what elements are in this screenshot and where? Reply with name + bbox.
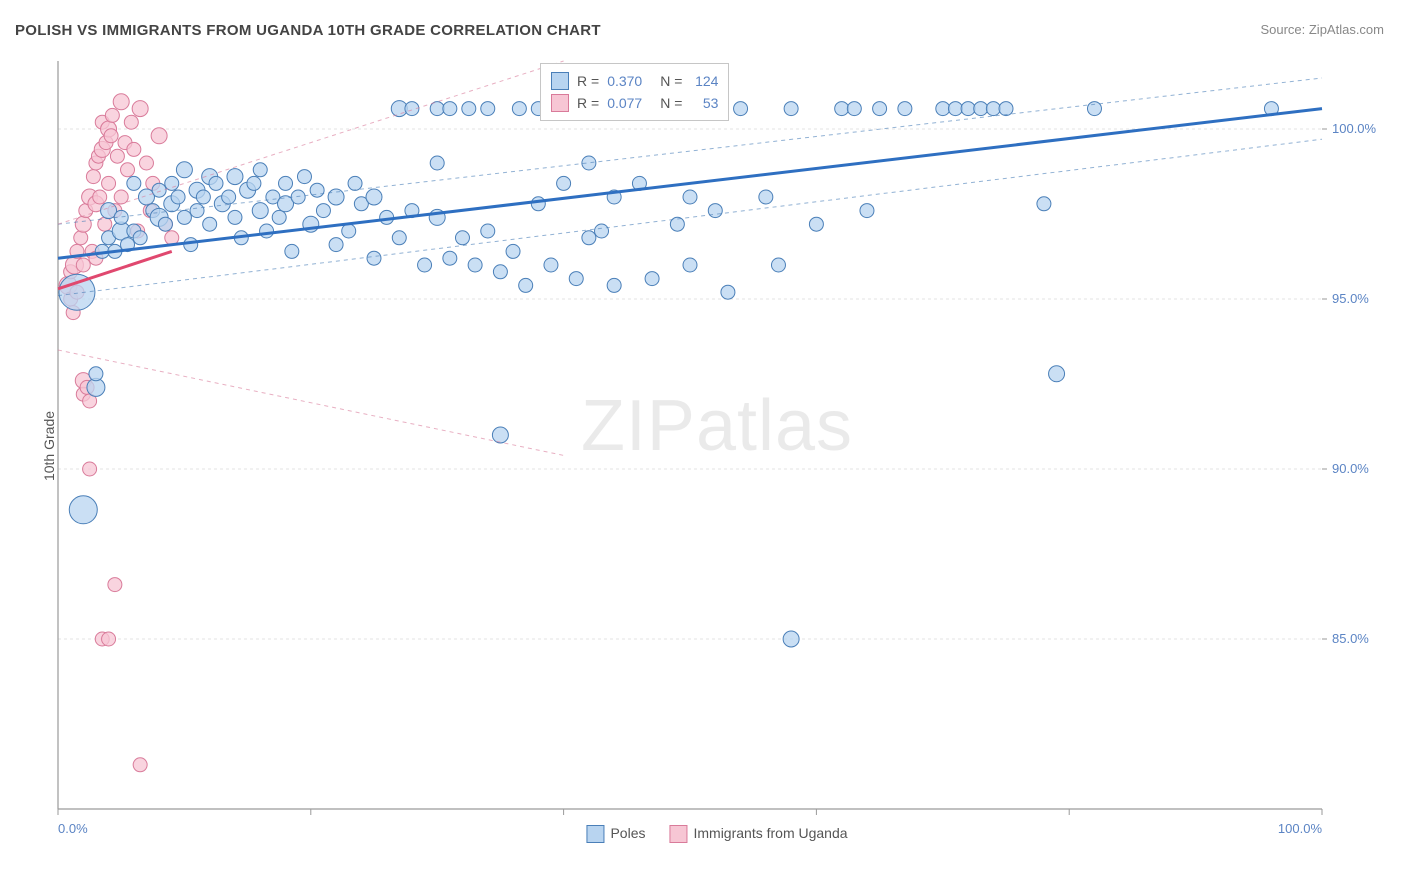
stats-n-label: N =: [660, 95, 682, 111]
stats-n-label: N =: [660, 73, 682, 89]
svg-text:85.0%: 85.0%: [1332, 631, 1369, 646]
source-label: Source:: [1260, 22, 1308, 37]
stats-r-label: R =: [577, 73, 599, 89]
source-site: ZipAtlas.com: [1309, 22, 1384, 37]
legend-label: Immigrants from Uganda: [693, 825, 847, 841]
chart-container: POLISH VS IMMIGRANTS FROM UGANDA 10TH GR…: [0, 0, 1406, 892]
source-attribution: Source: ZipAtlas.com: [1260, 22, 1384, 37]
plot-svg: 0.0% 100.0% 85.0% 90.0% 95.0% 100.0%: [52, 55, 1382, 845]
stats-r-value: 0.077: [607, 95, 642, 111]
svg-text:90.0%: 90.0%: [1332, 461, 1369, 476]
svg-text:0.0%: 0.0%: [58, 821, 88, 836]
legend-swatch: [586, 825, 604, 843]
legend-bottom: Poles Immigrants from Uganda: [586, 825, 847, 843]
stats-row: R = 0.370 N = 124: [551, 70, 718, 92]
svg-text:100.0%: 100.0%: [1278, 821, 1323, 836]
stats-box: R = 0.370 N = 124 R = 0.077 N = 53: [540, 63, 729, 121]
legend-item: Immigrants from Uganda: [669, 825, 847, 843]
stats-r-value: 0.370: [607, 73, 642, 89]
legend-item: Poles: [586, 825, 645, 843]
stats-n-value: 53: [690, 95, 718, 111]
plot-area: 0.0%100.0%85.0%90.0%95.0%100.0% ZIPatlas…: [52, 55, 1382, 845]
chart-title: POLISH VS IMMIGRANTS FROM UGANDA 10TH GR…: [15, 22, 601, 39]
svg-text:95.0%: 95.0%: [1332, 291, 1369, 306]
legend-swatch: [669, 825, 687, 843]
svg-text:100.0%: 100.0%: [1332, 121, 1377, 136]
stats-row: R = 0.077 N = 53: [551, 92, 718, 114]
stats-n-value: 124: [690, 73, 718, 89]
stats-swatch: [551, 72, 569, 90]
legend-label: Poles: [610, 825, 645, 841]
stats-swatch: [551, 94, 569, 112]
stats-r-label: R =: [577, 95, 599, 111]
